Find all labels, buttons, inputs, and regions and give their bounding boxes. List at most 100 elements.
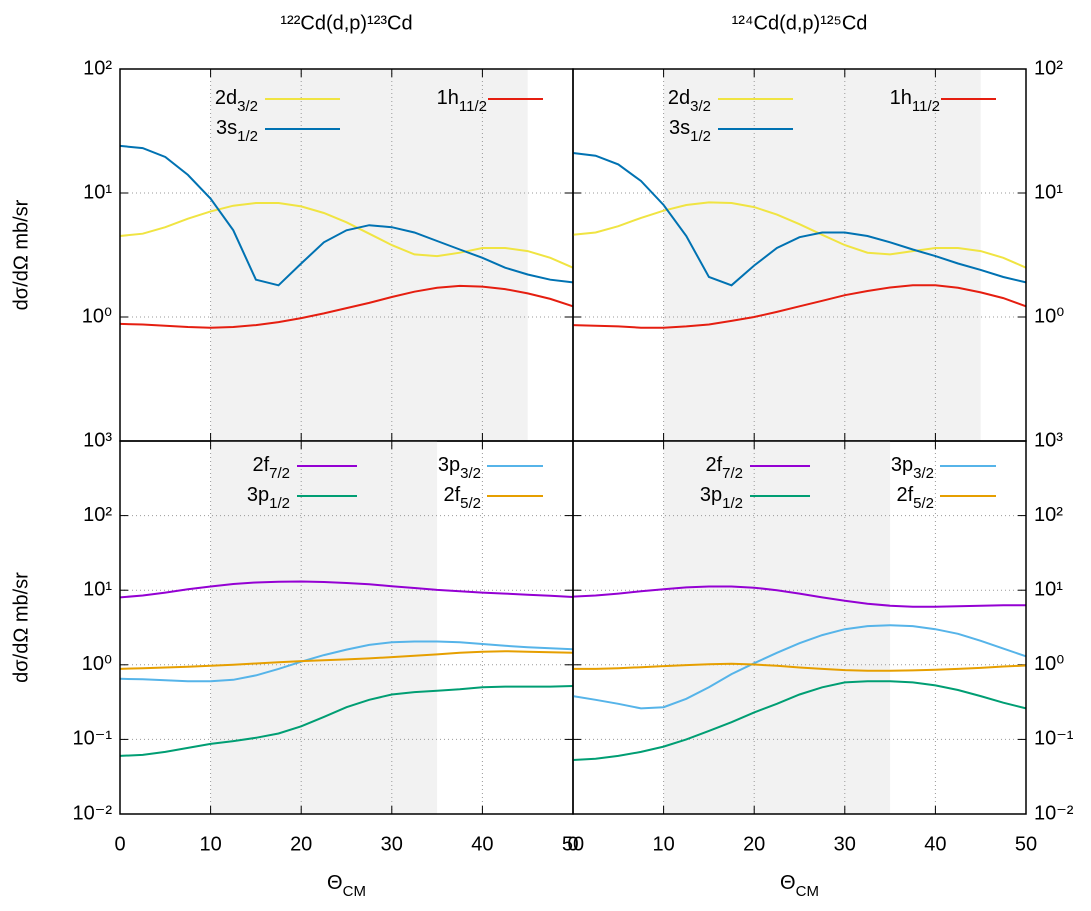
x-tick-label: 10 (199, 833, 221, 855)
y-axis-label: dσ/dΩ mb/sr (10, 199, 32, 310)
shaded-region (663, 69, 981, 441)
x-tick-label: 40 (471, 833, 493, 855)
legend-label-base: 1h (437, 87, 459, 109)
x-axis-label-sub: CM (343, 883, 366, 900)
legend-label-sub: 5/2 (460, 495, 481, 512)
chart-title: ¹²⁴Cd(d,p)¹²⁵Cd (732, 12, 868, 34)
legend-label-sub: 11/2 (912, 98, 940, 115)
data-line (572, 152, 1027, 287)
chart-title: ¹²²Cd(d,p)¹²³Cd (280, 12, 412, 34)
y-tick-label: 10¹ (1034, 181, 1063, 203)
data-line (119, 144, 574, 287)
legend-label: 3p1/2 (700, 484, 743, 512)
x-axis-label-sub: CM (796, 883, 819, 900)
legend-label-sub: 1/2 (690, 128, 711, 145)
x-axis-label-base: Θ (780, 872, 796, 894)
x-tick-label: 0 (114, 833, 125, 855)
data-line (572, 284, 1027, 329)
shaded-region (210, 69, 528, 441)
legend-label-sub: 5/2 (913, 495, 934, 512)
data-line (119, 650, 574, 670)
legend-label-sub: 11/2 (459, 98, 487, 115)
y-tick-label: 10³ (1034, 429, 1063, 451)
x-tick-label: 40 (924, 833, 946, 855)
x-tick-label: 10 (652, 833, 674, 855)
legend-label-sub: 7/2 (269, 465, 290, 482)
legend-label: 3s1/2 (216, 117, 258, 145)
legend-label-sub: 7/2 (722, 465, 743, 482)
legend-label-base: 3p (891, 454, 913, 476)
legend-label: 1h11/2 (890, 87, 940, 115)
legend-label: 2f7/2 (252, 454, 290, 482)
y-tick-label: 10⁻¹ (1034, 728, 1074, 750)
legend-label-sub: 3/2 (237, 98, 258, 115)
x-tick-label: 0 (567, 833, 578, 855)
legend-label-base: 3p (247, 484, 269, 506)
x-tick-label: 50 (1015, 833, 1037, 855)
legend-label: 2d3/2 (668, 87, 711, 115)
x-axis-label: ΘCM (327, 872, 366, 900)
legend-label-base: 2d (668, 87, 690, 109)
legend-label-base: 2f (443, 484, 460, 506)
legend-label-sub: 1/2 (237, 128, 258, 145)
y-tick-label: 10¹ (83, 181, 112, 203)
legend-label-sub: 3/2 (913, 465, 934, 482)
legend-label: 3s1/2 (669, 117, 711, 145)
y-tick-label: 10² (1034, 504, 1063, 526)
legend-label-base: 2d (215, 87, 237, 109)
legend-label-base: 2f (896, 484, 913, 506)
y-tick-label: 10⁻² (73, 802, 113, 824)
shaded-region (210, 441, 438, 814)
x-axis-label-base: Θ (327, 872, 343, 894)
y-tick-label: 10⁰ (82, 653, 112, 675)
plot-frame (572, 440, 1027, 815)
legend-label: 2f7/2 (705, 454, 743, 482)
legend-label-sub: 1/2 (269, 495, 290, 512)
y-tick-label: 10⁻¹ (73, 728, 113, 750)
y-tick-label: 10² (1034, 57, 1063, 79)
legend-label-sub: 3/2 (460, 465, 481, 482)
x-tick-label: 20 (743, 833, 765, 855)
data-line (119, 640, 574, 683)
data-line (572, 624, 1027, 710)
x-tick-label: 20 (290, 833, 312, 855)
y-tick-label: 10⁰ (82, 305, 112, 327)
y-tick-label: 10³ (83, 429, 112, 451)
y-tick-label: 10² (83, 504, 112, 526)
data-line (119, 580, 574, 599)
legend-label-base: 3s (216, 117, 237, 139)
legend-label: 2f5/2 (443, 484, 481, 512)
data-line (572, 680, 1027, 761)
data-line (573, 662, 1027, 672)
y-tick-label: 10⁻² (1034, 802, 1074, 824)
y-tick-label: 10⁰ (1034, 653, 1064, 675)
x-tick-label: 30 (381, 833, 403, 855)
x-axis-label: ΘCM (780, 872, 819, 900)
legend-label-base: 3s (669, 117, 690, 139)
y-tick-label: 10¹ (83, 578, 112, 600)
data-line (119, 284, 574, 329)
legend-label: 1h11/2 (437, 87, 487, 115)
data-line (572, 201, 1027, 269)
data-line (572, 585, 1026, 608)
legend-label: 2d3/2 (215, 87, 258, 115)
legend-label: 3p3/2 (438, 454, 481, 482)
data-line (119, 685, 574, 757)
legend-label-base: 3p (700, 484, 722, 506)
legend-label: 3p3/2 (891, 454, 934, 482)
legend-label-base: 1h (890, 87, 912, 109)
legend-label-base: 3p (438, 454, 460, 476)
y-axis-label: dσ/dΩ mb/sr (10, 572, 32, 683)
legend-label: 2f5/2 (896, 484, 934, 512)
legend-label-sub: 3/2 (690, 98, 711, 115)
y-tick-label: 10² (83, 57, 112, 79)
legend-label-base: 2f (252, 454, 269, 476)
x-tick-label: 50 (562, 833, 584, 855)
x-tick-label: 30 (834, 833, 856, 855)
data-line (119, 202, 574, 269)
legend-label: 3p1/2 (247, 484, 290, 512)
legend-label-base: 2f (705, 454, 722, 476)
legend-label-sub: 1/2 (722, 495, 743, 512)
